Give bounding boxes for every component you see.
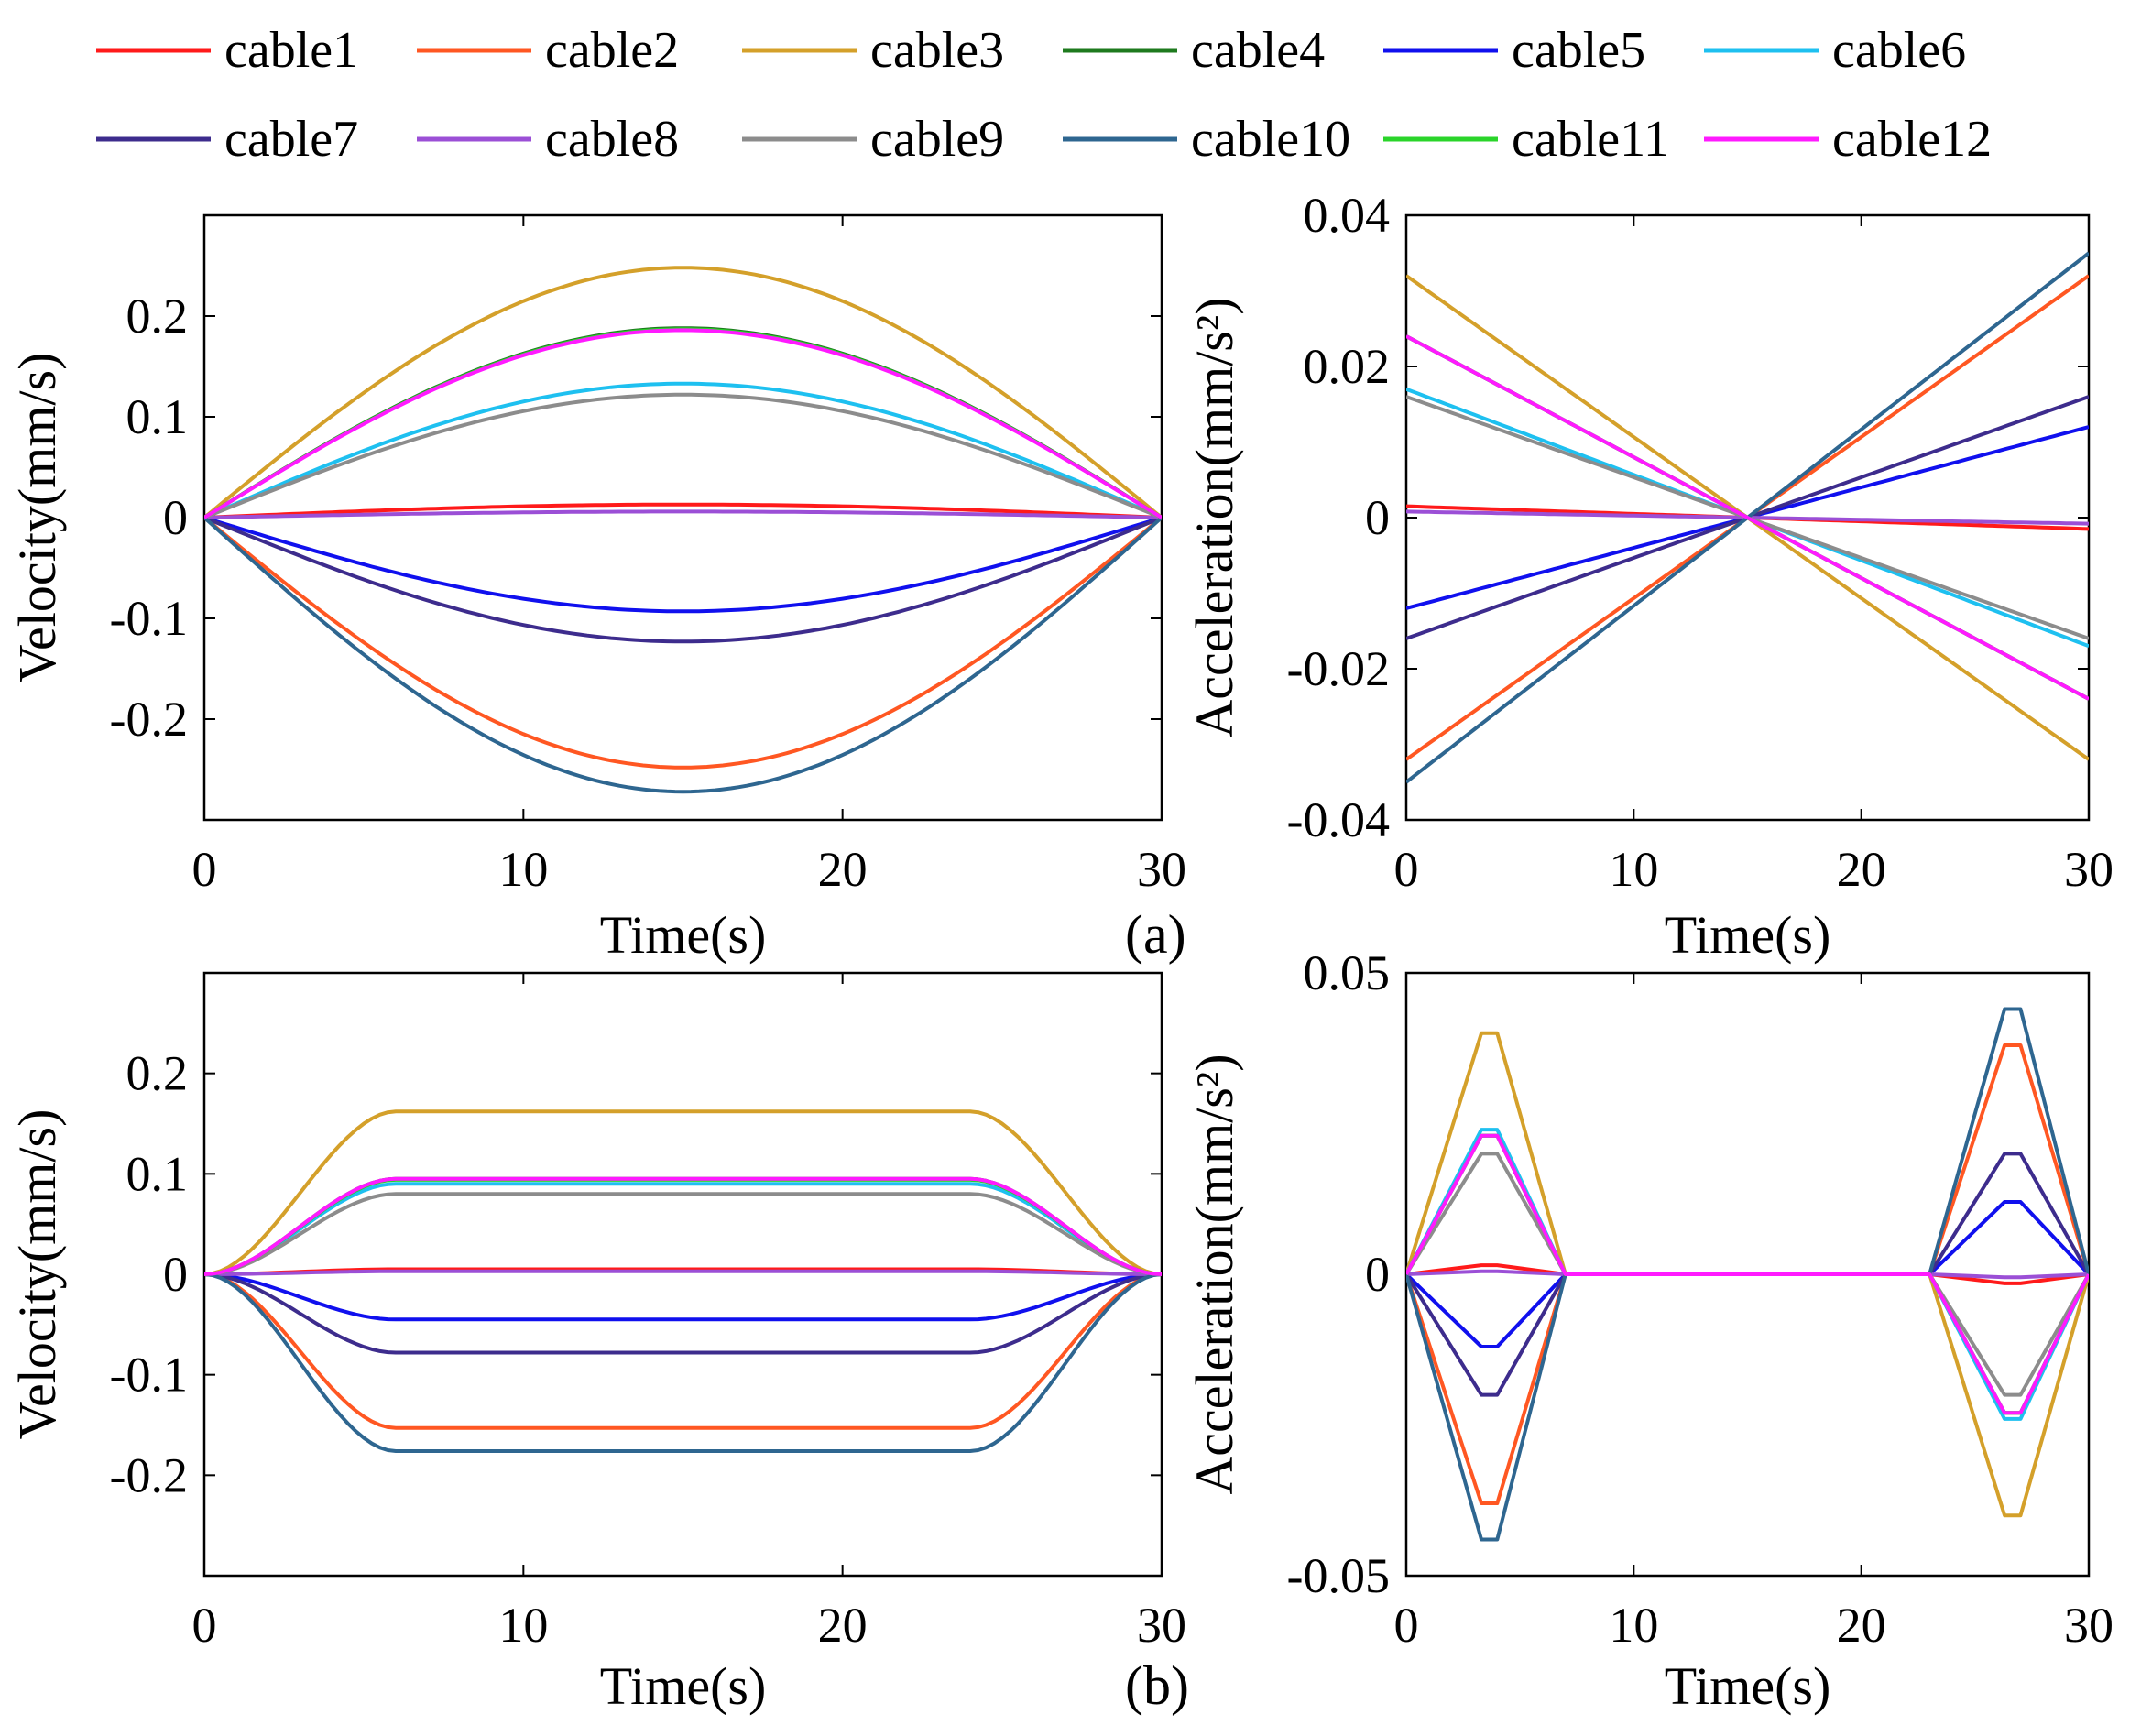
a_velocity-xlabel: Time(s) bbox=[600, 905, 767, 965]
b_velocity-xtick-label: 0 bbox=[192, 1598, 217, 1653]
a_acceleration-xlabel: Time(s) bbox=[1665, 905, 1831, 965]
panel-label-b: (b) bbox=[1125, 1655, 1189, 1716]
a_acceleration-xtick-label: 30 bbox=[2064, 842, 2114, 897]
b_velocity-series-cable12 bbox=[204, 1176, 1162, 1276]
b_acceleration-ytick-label: 0.05 bbox=[1304, 945, 1391, 1000]
b_velocity-xlabel: Time(s) bbox=[600, 1656, 767, 1716]
a_velocity-xtick-label: 20 bbox=[818, 842, 868, 897]
a_velocity-series-cable5 bbox=[204, 516, 1162, 614]
b_acceleration-ylabel: Acceleration(mm/s²) bbox=[1185, 1054, 1244, 1494]
a_velocity-series-cable10 bbox=[204, 516, 1162, 794]
b_acceleration-series-cable12 bbox=[1406, 1133, 2089, 1415]
a_acceleration-ytick-label: -0.02 bbox=[1287, 641, 1390, 696]
a_acceleration-xtick-label: 20 bbox=[1837, 842, 1886, 897]
b_acceleration-xlabel: Time(s) bbox=[1665, 1656, 1831, 1716]
a_velocity-xtick-label: 10 bbox=[498, 842, 548, 897]
b_velocity-series-cable9 bbox=[204, 1192, 1162, 1276]
a_velocity-series-cable2 bbox=[204, 516, 1162, 770]
panel-a-acceleration-chart: 0 10 20 30 -0.04 -0.02 0 0.02 0.04 Time(s) Acceler… bbox=[1185, 188, 2114, 965]
a_velocity-ytick-label: -0.2 bbox=[110, 692, 188, 747]
a_velocity-xtick-label: 30 bbox=[1137, 842, 1186, 897]
b_velocity-series-cable5 bbox=[204, 1272, 1162, 1322]
a_acceleration-xtick-label: 10 bbox=[1609, 842, 1658, 897]
legend-label-cable3: cable3 bbox=[870, 22, 1004, 79]
b_velocity-ytick-label: -0.1 bbox=[110, 1348, 188, 1403]
a_velocity-series-group bbox=[204, 266, 1162, 794]
b_velocity-series-cable7 bbox=[204, 1272, 1162, 1355]
a_velocity-series-cable3 bbox=[204, 266, 1162, 519]
b_velocity-series-cable8 bbox=[204, 1269, 1162, 1276]
a_velocity-series-cable6 bbox=[204, 381, 1162, 519]
legend-label-cable11: cable11 bbox=[1512, 111, 1669, 168]
a_velocity-plot-area bbox=[202, 213, 1163, 822]
a_velocity-series-cable9 bbox=[204, 392, 1162, 519]
a_velocity-ytick-label: 0 bbox=[163, 490, 188, 545]
b_velocity-ytick-label: 0.2 bbox=[126, 1046, 189, 1101]
b_velocity-ytick-label: -0.2 bbox=[110, 1447, 188, 1502]
b_velocity-series-group bbox=[204, 1109, 1162, 1453]
panel-b-velocity-chart: 0 10 20 30 -0.2 -0.1 0 0.1 0.2 Time(s) Velocity(mm… bbox=[7, 971, 1186, 1716]
legend-label-cable10: cable10 bbox=[1191, 111, 1350, 168]
a_velocity-series-cable1 bbox=[204, 502, 1162, 519]
a_acceleration-ylabel: Acceleration(mm/s²) bbox=[1185, 297, 1244, 737]
panel-a-velocity-chart: 0 10 20 30 -0.2 -0.1 0 0.1 0.2 Time(s) Velocity(mm… bbox=[7, 213, 1186, 965]
a_acceleration-ytick-label: 0 bbox=[1365, 490, 1390, 545]
b_velocity-series-cable6 bbox=[204, 1182, 1162, 1276]
legend-label-cable4: cable4 bbox=[1191, 22, 1325, 79]
b_velocity-plot-area bbox=[202, 971, 1163, 1578]
a_velocity-xtick-label: 0 bbox=[192, 842, 217, 897]
a_velocity-ytick-label: 0.2 bbox=[126, 289, 189, 344]
b_velocity-xtick-label: 30 bbox=[1137, 1598, 1186, 1653]
b_acceleration-xtick-label: 10 bbox=[1609, 1598, 1658, 1653]
a_velocity-series-cable7 bbox=[204, 516, 1162, 644]
legend-label-cable9: cable9 bbox=[870, 111, 1004, 168]
b_velocity-series-cable1 bbox=[204, 1267, 1162, 1276]
a_acceleration-xtick-label: 0 bbox=[1394, 842, 1419, 897]
a_acceleration-ytick-label: 0.02 bbox=[1304, 339, 1391, 394]
a_velocity-ytick-label: 0.1 bbox=[126, 389, 189, 444]
a_velocity-ytick-label: -0.1 bbox=[110, 591, 188, 646]
b_acceleration-xtick-label: 30 bbox=[2064, 1598, 2114, 1653]
a_acceleration-ytick-label: -0.04 bbox=[1287, 792, 1390, 847]
panel-label-a: (a) bbox=[1125, 904, 1186, 965]
legend-label-cable2: cable2 bbox=[545, 22, 679, 79]
b_velocity-ylabel: Velocity(mm/s) bbox=[7, 1109, 67, 1440]
legend-label-cable8: cable8 bbox=[545, 111, 679, 168]
b_velocity-series-cable10 bbox=[204, 1272, 1162, 1453]
b_velocity-ytick-label: 0.1 bbox=[126, 1146, 189, 1201]
a_acceleration-series-cable12 bbox=[1406, 334, 2089, 701]
b_velocity-series-cable3 bbox=[204, 1109, 1162, 1276]
legend: cable1 cable2 cable3 cable4 cable5 cable6 cabl… bbox=[96, 22, 1992, 168]
a_velocity-series-cable8 bbox=[204, 509, 1162, 519]
a_velocity-ylabel: Velocity(mm/s) bbox=[7, 353, 67, 683]
legend-label-cable5: cable5 bbox=[1512, 22, 1645, 79]
legend-label-cable1: cable1 bbox=[224, 22, 358, 79]
b_acceleration-ytick-label: 0 bbox=[1365, 1247, 1390, 1302]
legend-label-cable7: cable7 bbox=[224, 111, 358, 168]
b_velocity-ytick-label: 0 bbox=[163, 1247, 188, 1302]
b_velocity-xtick-label: 10 bbox=[498, 1598, 548, 1653]
panel-b-acceleration-chart: 0 10 20 30-0.0500.05Time(s)Acceleration(mm/… bbox=[1185, 945, 2114, 1716]
a_acceleration-series-group bbox=[1406, 251, 2089, 784]
a_acceleration-ytick-label: 0.04 bbox=[1304, 188, 1391, 243]
b_acceleration-ytick-label: -0.05 bbox=[1287, 1548, 1390, 1603]
b_velocity-xtick-label: 20 bbox=[818, 1598, 868, 1653]
legend-label-cable6: cable6 bbox=[1832, 22, 1966, 79]
b_acceleration-xtick-label: 20 bbox=[1837, 1598, 1886, 1653]
b_acceleration-xtick-label: 0 bbox=[1394, 1598, 1419, 1653]
a_velocity-series-cable12 bbox=[204, 328, 1162, 519]
b_acceleration-series-group bbox=[1406, 1007, 2089, 1542]
legend-label-cable12: cable12 bbox=[1832, 111, 1992, 168]
b_velocity-series-cable2 bbox=[204, 1272, 1162, 1430]
